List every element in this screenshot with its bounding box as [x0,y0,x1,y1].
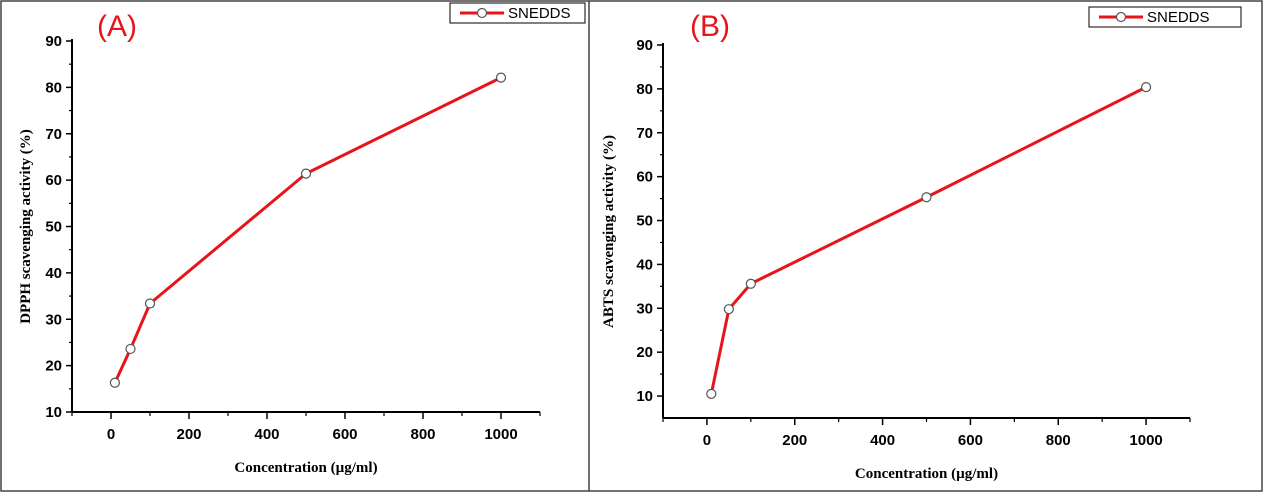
data-point [109,377,121,388]
x-tick-label: 200 [176,426,201,443]
y-tick-label: 50 [45,219,62,236]
data-point [1140,82,1152,93]
y-tick-label: 70 [45,126,62,143]
data-point [921,192,932,203]
y-tick-label: 50 [636,213,653,230]
x-tick-label: 0 [107,426,115,443]
x-tick-label: 400 [254,426,279,443]
y-axis-title: ABTS scavenging activity (%) [601,135,617,328]
panel-b: (B) 10 20 30 40 50 60 70 80 90 0 200 400 600 800 1000 C… [601,6,1242,482]
y-tick-label: 20 [45,358,62,375]
y-tick-label: 30 [636,300,653,317]
legend-label: SNEDDS [508,5,571,22]
data-point [706,388,717,399]
panel-a-letter: (A) [97,10,137,43]
x-tick-label: 400 [870,432,895,449]
y-tick-label: 30 [45,311,62,328]
y-tick-label: 10 [636,388,653,405]
data-point [723,304,734,315]
y-tick-label: 80 [636,81,653,98]
y-tick-label: 90 [45,33,62,50]
data-point [300,168,312,179]
legend-marker [1115,11,1127,23]
x-tick-label: 0 [703,432,711,449]
x-tick-label: 1000 [484,426,517,443]
x-tick-label: 800 [1046,432,1071,449]
legend-marker [476,7,488,19]
legend-label: SNEDDS [1147,9,1210,26]
data-point [144,298,156,309]
data-point [745,278,756,289]
x-tick-label: 1000 [1129,432,1162,449]
x-tick-label: 600 [958,432,983,449]
x-tick-label: 200 [782,432,807,449]
y-tick-label: 70 [636,125,653,142]
y-axis-title: DPPH scavenging activity (%) [18,129,34,324]
y-tick-label: 40 [45,265,62,282]
panel-a: (A) 10 20 30 40 50 60 70 80 90 0 200 400 600 800 1000 C… [18,2,586,476]
x-axis-title: Concentration (µg/ml) [234,460,377,476]
y-tick-label: 60 [45,172,62,189]
y-tick-label: 20 [636,344,653,361]
panel-b-letter: (B) [690,10,730,43]
legend-box [1088,6,1242,28]
x-axis-title: Concentration (µg/ml) [855,466,998,482]
y-tick-label: 10 [45,404,62,421]
data-point [495,72,507,83]
data-point [125,343,136,355]
y-tick-label: 60 [636,169,653,186]
x-tick-label: 800 [410,426,435,443]
y-tick-label: 80 [45,79,62,96]
y-tick-label: 90 [636,37,653,54]
y-tick-label: 40 [636,256,653,273]
x-tick-label: 600 [332,426,357,443]
legend-box [449,2,586,24]
